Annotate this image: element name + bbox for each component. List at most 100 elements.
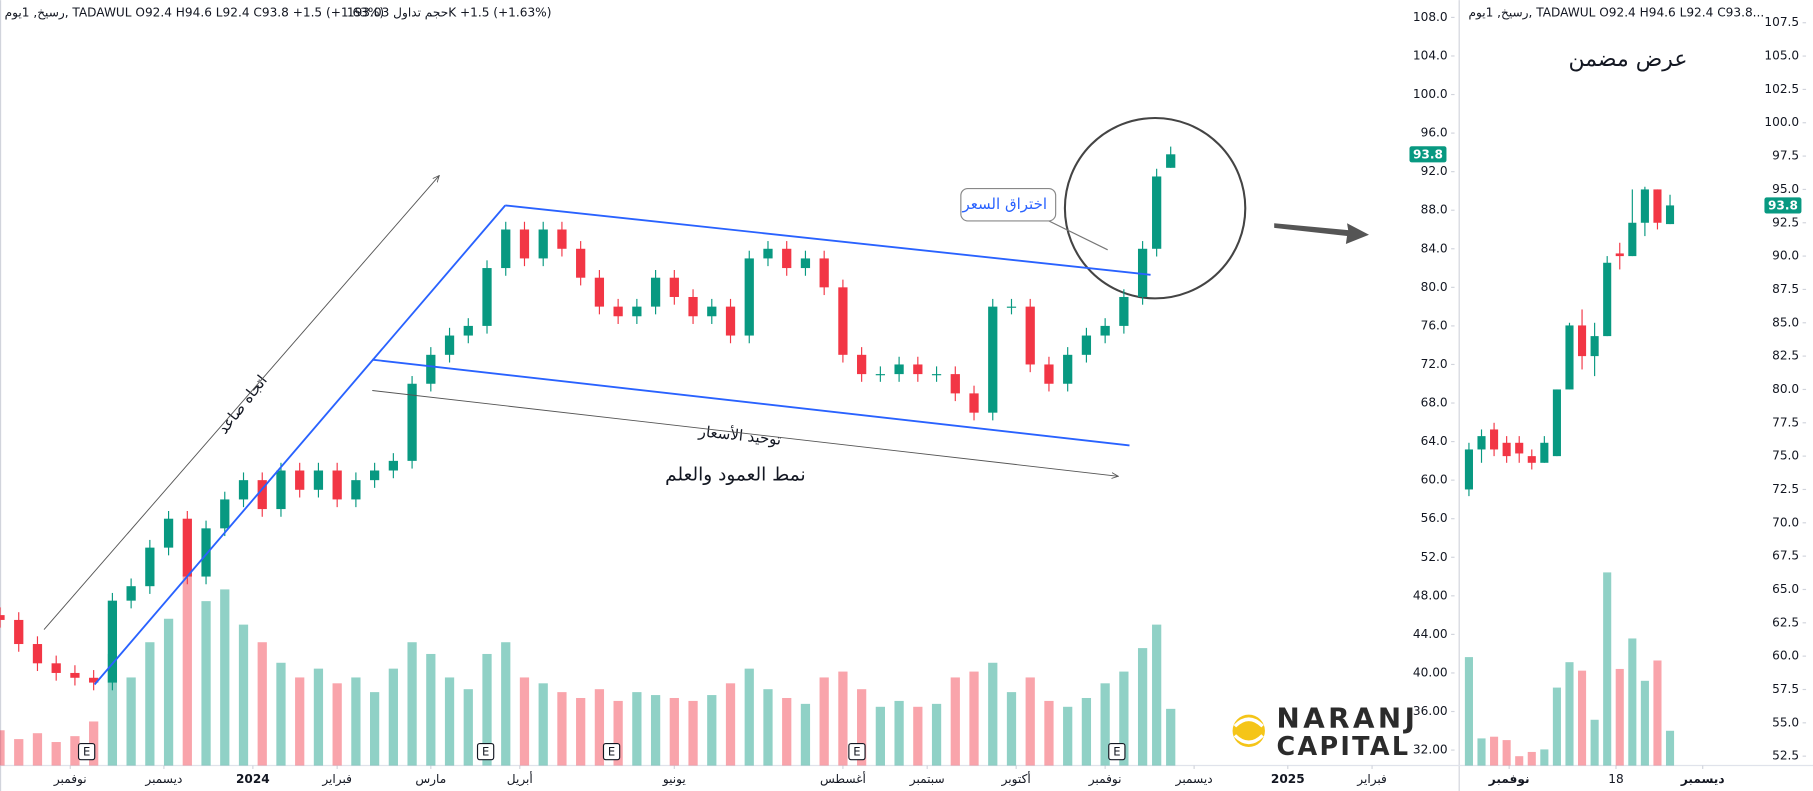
event-label: E xyxy=(853,745,860,759)
x-tick-label: نوفمبر xyxy=(1088,772,1122,787)
candle-body xyxy=(875,374,885,376)
volume-bar xyxy=(1552,687,1561,766)
candle-body xyxy=(1152,176,1162,249)
chart-pane: 108.0 104.0 100.0 96.0 92.0 88.0 84.0 80.0 76.0 7… xyxy=(0,10,1455,787)
y-tick-label: 102.5 xyxy=(1764,82,1799,96)
y-tick-label: 100.0 xyxy=(1764,115,1799,129)
volume-bar xyxy=(370,692,380,766)
volume-bar xyxy=(501,642,511,766)
volume-bar xyxy=(1044,700,1054,766)
volume-bar xyxy=(1025,677,1035,766)
candle-body xyxy=(1653,189,1662,223)
y-tick-label: 88.0 xyxy=(1421,203,1448,217)
candle-body xyxy=(913,364,923,375)
volume-bar xyxy=(875,706,885,766)
y-tick-label: 68.0 xyxy=(1421,396,1448,410)
volume-bar xyxy=(688,700,698,766)
candle-body xyxy=(1044,364,1054,384)
volume-bar xyxy=(1665,730,1675,766)
x-tick-label: سبتمبر xyxy=(909,772,945,787)
candle-body xyxy=(1137,248,1148,297)
symbol-header: رسيخ, 1يوم, TADAWUL O92.4 H94.6 L92.4 C9… xyxy=(5,5,385,20)
candle-body xyxy=(576,248,586,278)
volume-bar xyxy=(538,683,548,766)
candle-body xyxy=(426,354,436,384)
volume-bar xyxy=(1640,680,1649,766)
volume-bar xyxy=(669,697,679,766)
x-tick-label: أكتوبر xyxy=(1001,771,1031,787)
candle-body xyxy=(257,480,267,510)
volume-bar xyxy=(1166,708,1176,766)
volume-bar xyxy=(1137,648,1148,766)
trend-line xyxy=(372,358,1130,447)
y-tick-label: 90.0 xyxy=(1772,249,1799,263)
candle-body xyxy=(0,615,5,620)
candle-body xyxy=(1119,296,1129,326)
volume-bar xyxy=(51,742,61,766)
volume-bar xyxy=(1527,751,1536,766)
volume-bar xyxy=(163,618,174,766)
event-label: E xyxy=(482,745,489,759)
x-tick-label: 2024 xyxy=(236,772,270,786)
y-tick-label: 44.00 xyxy=(1413,627,1448,641)
volume-bar xyxy=(613,700,623,766)
candle-body xyxy=(650,277,661,307)
candle-body xyxy=(388,460,398,471)
candle-body xyxy=(1603,262,1612,337)
volume-bar xyxy=(519,677,530,766)
y-tick-label: 57.5 xyxy=(1772,682,1799,696)
volume-bar xyxy=(482,653,492,766)
inset-arrow xyxy=(1274,223,1369,245)
candle-body xyxy=(538,229,548,259)
y-tick-label: 40.00 xyxy=(1413,665,1448,679)
candle-body xyxy=(819,258,829,288)
volume-bar xyxy=(594,689,605,766)
event-marker xyxy=(1108,742,1126,761)
candle-body xyxy=(1565,325,1574,390)
candle-body xyxy=(313,470,324,490)
candle-body xyxy=(201,528,211,577)
candle-body xyxy=(1628,222,1637,257)
candle-body xyxy=(163,518,174,548)
volume-bar xyxy=(1565,662,1574,766)
volume-bar xyxy=(1603,572,1612,766)
arrow-line xyxy=(43,176,439,630)
inset-title: عرض مضمن xyxy=(1569,47,1688,72)
y-tick-label: 82.5 xyxy=(1772,349,1799,363)
logo: NARANJ CAPITAL xyxy=(1232,701,1415,761)
volume-bar xyxy=(351,677,361,766)
volume-bar xyxy=(1477,738,1486,766)
y-tick-label: 70.0 xyxy=(1772,515,1799,529)
volume-header: حجم تداول 193.03K +1.5 (+1.63%) xyxy=(347,5,552,20)
y-tick-label: 104.0 xyxy=(1413,48,1448,62)
y-tick-label: 100.0 xyxy=(1413,87,1448,101)
volume-bar xyxy=(950,677,960,766)
x-tick-label: فبراير xyxy=(1356,772,1387,787)
candle-body xyxy=(950,374,960,394)
x-tick-label: مارس xyxy=(415,772,446,787)
candle-body xyxy=(988,306,998,413)
y-tick-label: 67.5 xyxy=(1772,549,1799,563)
volume-bar xyxy=(295,677,305,766)
y-tick-label: 52.5 xyxy=(1772,749,1799,763)
candle-body xyxy=(1502,442,1511,457)
event-label: E xyxy=(608,745,615,759)
candle-body xyxy=(1640,189,1649,223)
y-tick-label: 60.0 xyxy=(1421,473,1448,487)
candle-body xyxy=(744,258,754,336)
y-tick-label: 62.5 xyxy=(1772,615,1799,629)
candle-body xyxy=(1081,335,1092,355)
y-tick-label: 84.0 xyxy=(1421,241,1448,255)
volume-bar xyxy=(819,677,829,766)
candle-body xyxy=(1540,442,1549,463)
y-tick-label: 85.0 xyxy=(1772,315,1799,329)
callout-box xyxy=(960,187,1057,222)
volume-bar xyxy=(650,695,661,766)
logo-mark-lines xyxy=(1233,717,1264,745)
y-tick-label: 64.0 xyxy=(1421,434,1448,448)
candle-body xyxy=(632,306,642,317)
y-tick-label: 77.5 xyxy=(1772,415,1799,429)
candle-body xyxy=(725,306,736,336)
y-tick-label: 105.0 xyxy=(1764,49,1799,63)
